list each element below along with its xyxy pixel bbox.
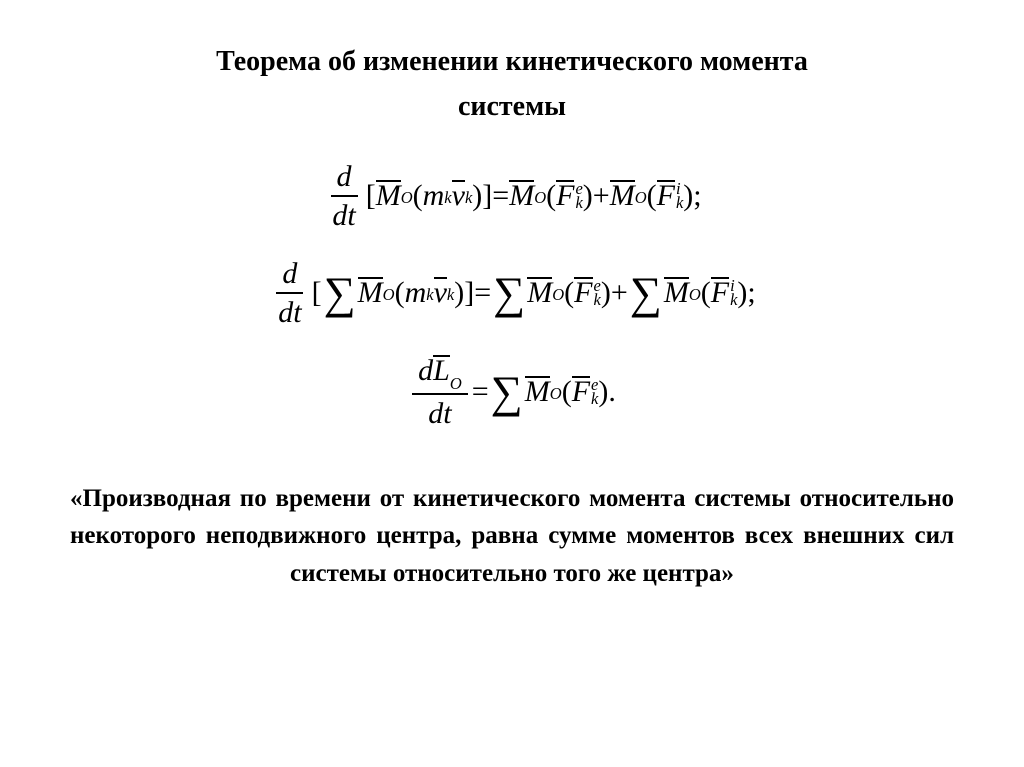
v-bar: v [452,179,465,213]
bracket-open: [ [366,179,376,213]
F-bar: F [556,179,574,213]
sigma-icon: ∑ [491,366,523,418]
bracket-close: ] [482,179,492,213]
plus-sign: + [593,179,610,213]
equals-sign: = [492,179,509,213]
sigma-icon: ∑ [630,267,662,319]
equation-1: d dt [ MO (mkvk) ] = MO (Fek) + MO (Fik)… [322,160,701,232]
moment-term: MO (mkvk) [376,179,483,213]
title-line-1: Теорема об изменении кинетического момен… [216,46,808,77]
sigma-icon: ∑ [493,267,525,319]
M-bar: M [376,179,401,213]
fraction-ddt: d dt [272,257,307,329]
slide-title: Теорема об изменении кинетического момен… [60,40,964,130]
title-line-2: системы [458,91,566,122]
equation-3: dLO dt = ∑ MO (Fek) . [408,354,616,430]
fraction-ddt: d dt [326,160,361,232]
sigma-icon: ∑ [324,267,356,319]
theorem-statement: «Производная по времени от кинетического… [60,480,964,593]
conclusion-line-1: «Производная по времени от кинетического… [70,485,686,512]
fraction-dLdt: dLO dt [412,354,468,430]
conclusion-line-4: относительно того же центра» [393,560,734,587]
rhs-term-1: MO (Fek) [509,179,593,213]
equation-2: d dt [ ∑ MO (mkvk) ] = ∑ MO (Fek) + ∑ MO… [268,257,756,329]
L-bar: L [433,354,450,387]
period: . [608,375,616,409]
equations-block: d dt [ MO (mkvk) ] = MO (Fek) + MO (Fik)… [60,160,964,430]
rhs-term-2: MO (Fik) [610,179,694,213]
semicolon: ; [693,179,701,213]
